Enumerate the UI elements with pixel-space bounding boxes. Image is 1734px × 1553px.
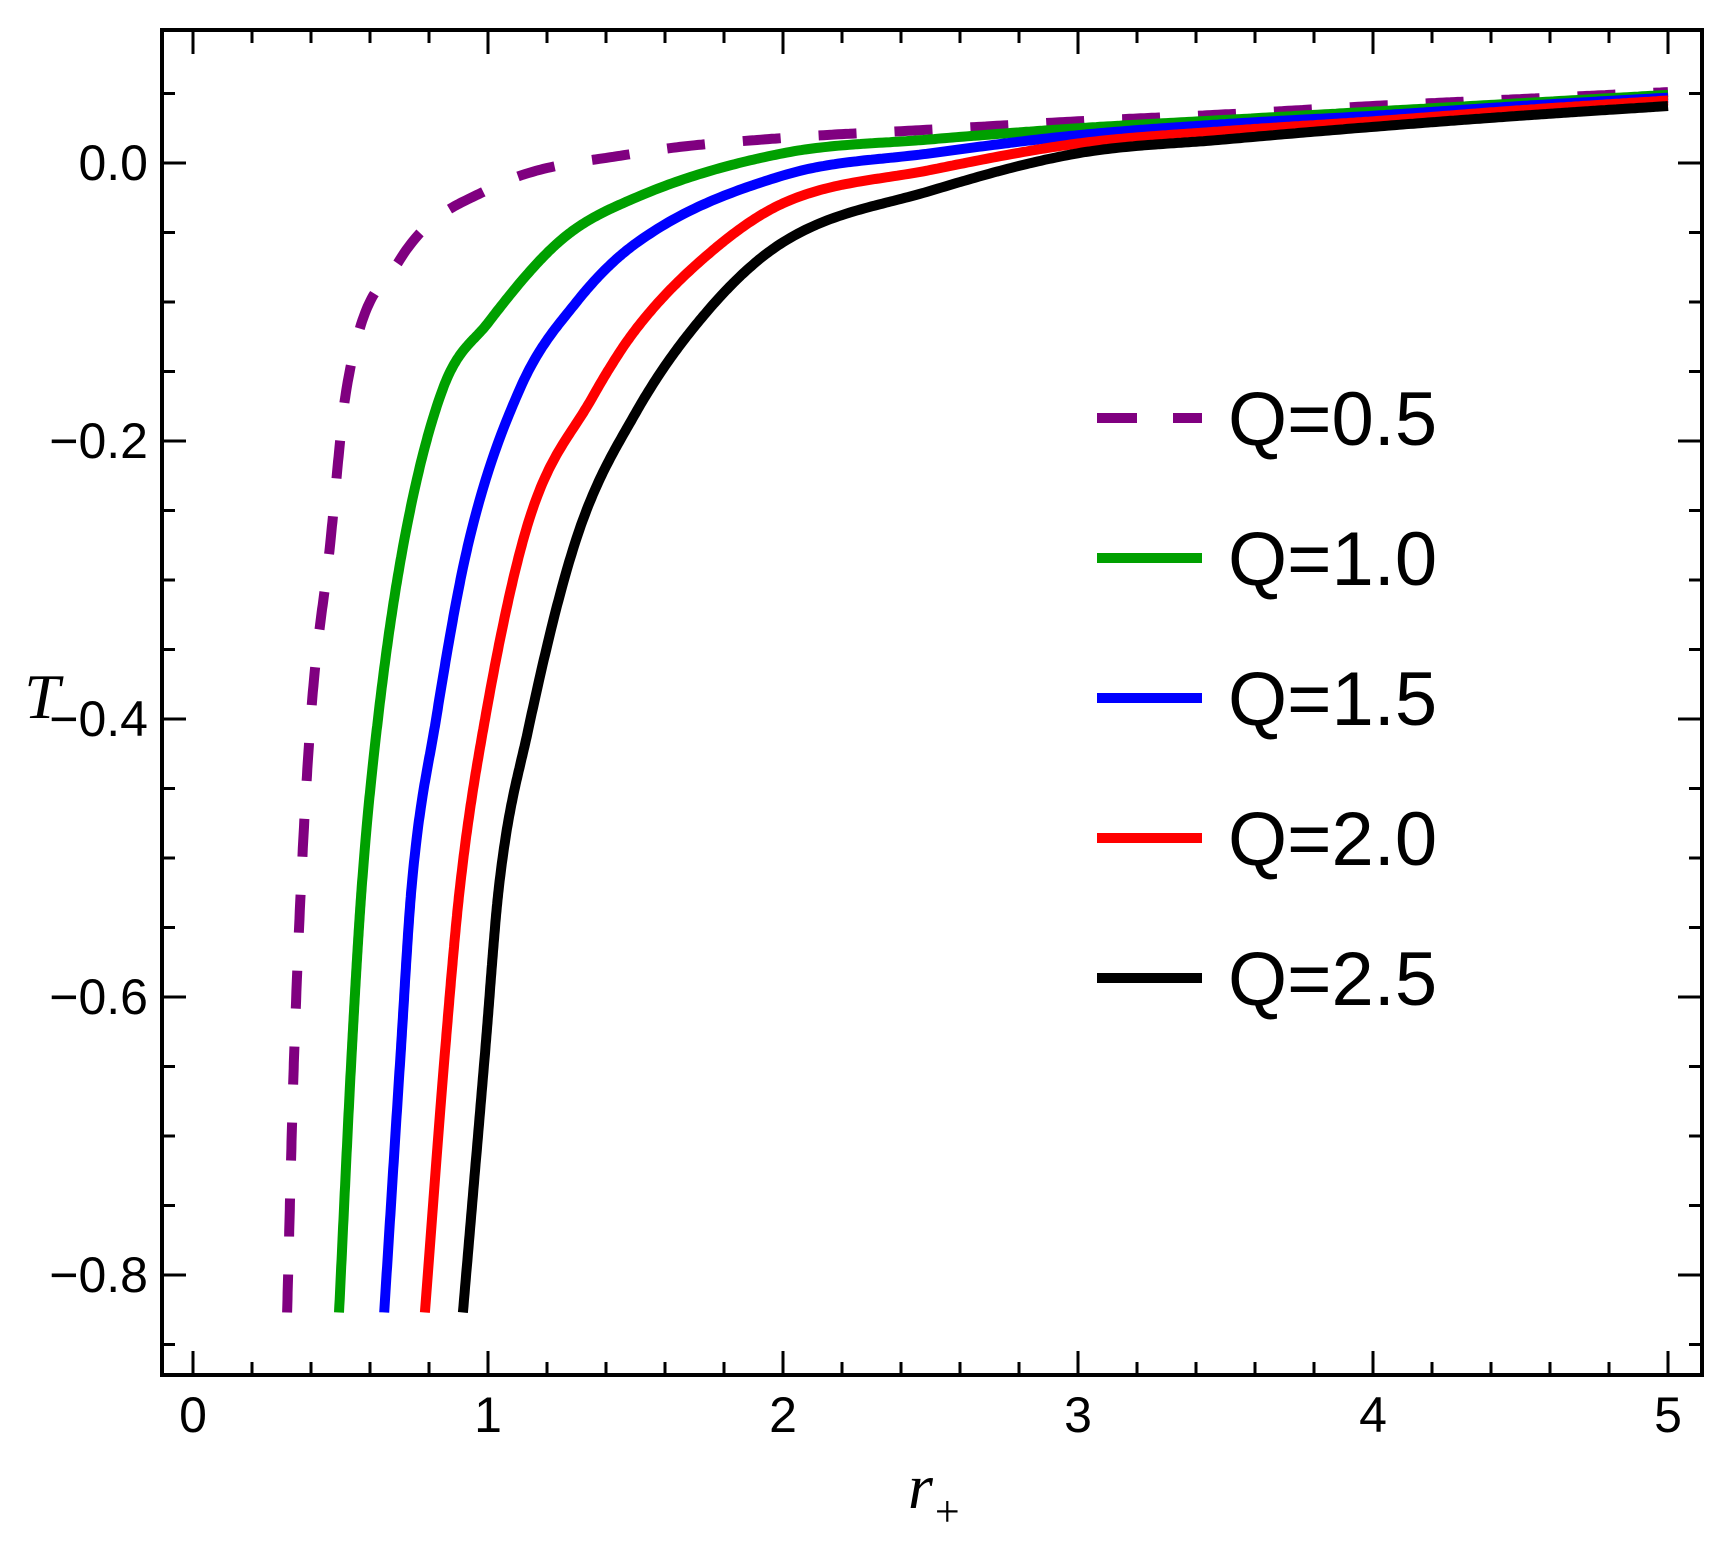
y-axis-major-ticks-left [162, 161, 186, 1277]
x-axis-major-ticks-top [191, 30, 1670, 54]
y-axis-minor-ticks-right [1689, 92, 1702, 1346]
curve-q-0-5 [282, 87, 1669, 1313]
curve-q-1-5 [379, 92, 1669, 1313]
x-tick-label-4: 4 [1359, 1387, 1387, 1443]
curve-q-2-5 [457, 101, 1669, 1313]
y-tick-label-0: 0.0 [78, 135, 148, 191]
x-axis-label-subscript: + [935, 1487, 960, 1536]
x-axis-label-main: r [908, 1451, 934, 1522]
y-tick-label-1: −0.2 [49, 413, 148, 469]
curve-q-2 [419, 95, 1669, 1313]
legend-label-q-2: Q=2.0 [1228, 797, 1437, 882]
x-tick-label-5: 5 [1654, 1387, 1682, 1443]
y-axis-minor-ticks-left [162, 92, 175, 1346]
y-tick-label-3: −0.6 [49, 969, 148, 1025]
legend-label-q-1: Q=1.0 [1228, 517, 1437, 602]
x-axis-major-ticks-bottom [191, 1351, 1670, 1375]
y-tick-label-2: −0.4 [49, 691, 148, 747]
x-tick-label-3: 3 [1064, 1387, 1092, 1443]
x-tick-label-0: 0 [179, 1387, 207, 1443]
x-tick-label-1: 1 [474, 1387, 502, 1443]
x-axis-minor-ticks-top [250, 30, 1611, 43]
y-axis-label: T [24, 661, 64, 732]
x-axis-label: r+ [908, 1451, 960, 1536]
legend-label-q-0-5: Q=0.5 [1228, 377, 1437, 462]
x-tick-label-2: 2 [769, 1387, 797, 1443]
legend-label-q-2-5: Q=2.5 [1228, 937, 1437, 1022]
plot-frame [160, 28, 1704, 1377]
legend-label-q-1-5: Q=1.5 [1228, 657, 1437, 742]
x-axis-minor-ticks-bottom [250, 1362, 1611, 1375]
y-axis-major-ticks-right [1678, 161, 1702, 1277]
y-tick-label-4: −0.8 [49, 1247, 148, 1303]
